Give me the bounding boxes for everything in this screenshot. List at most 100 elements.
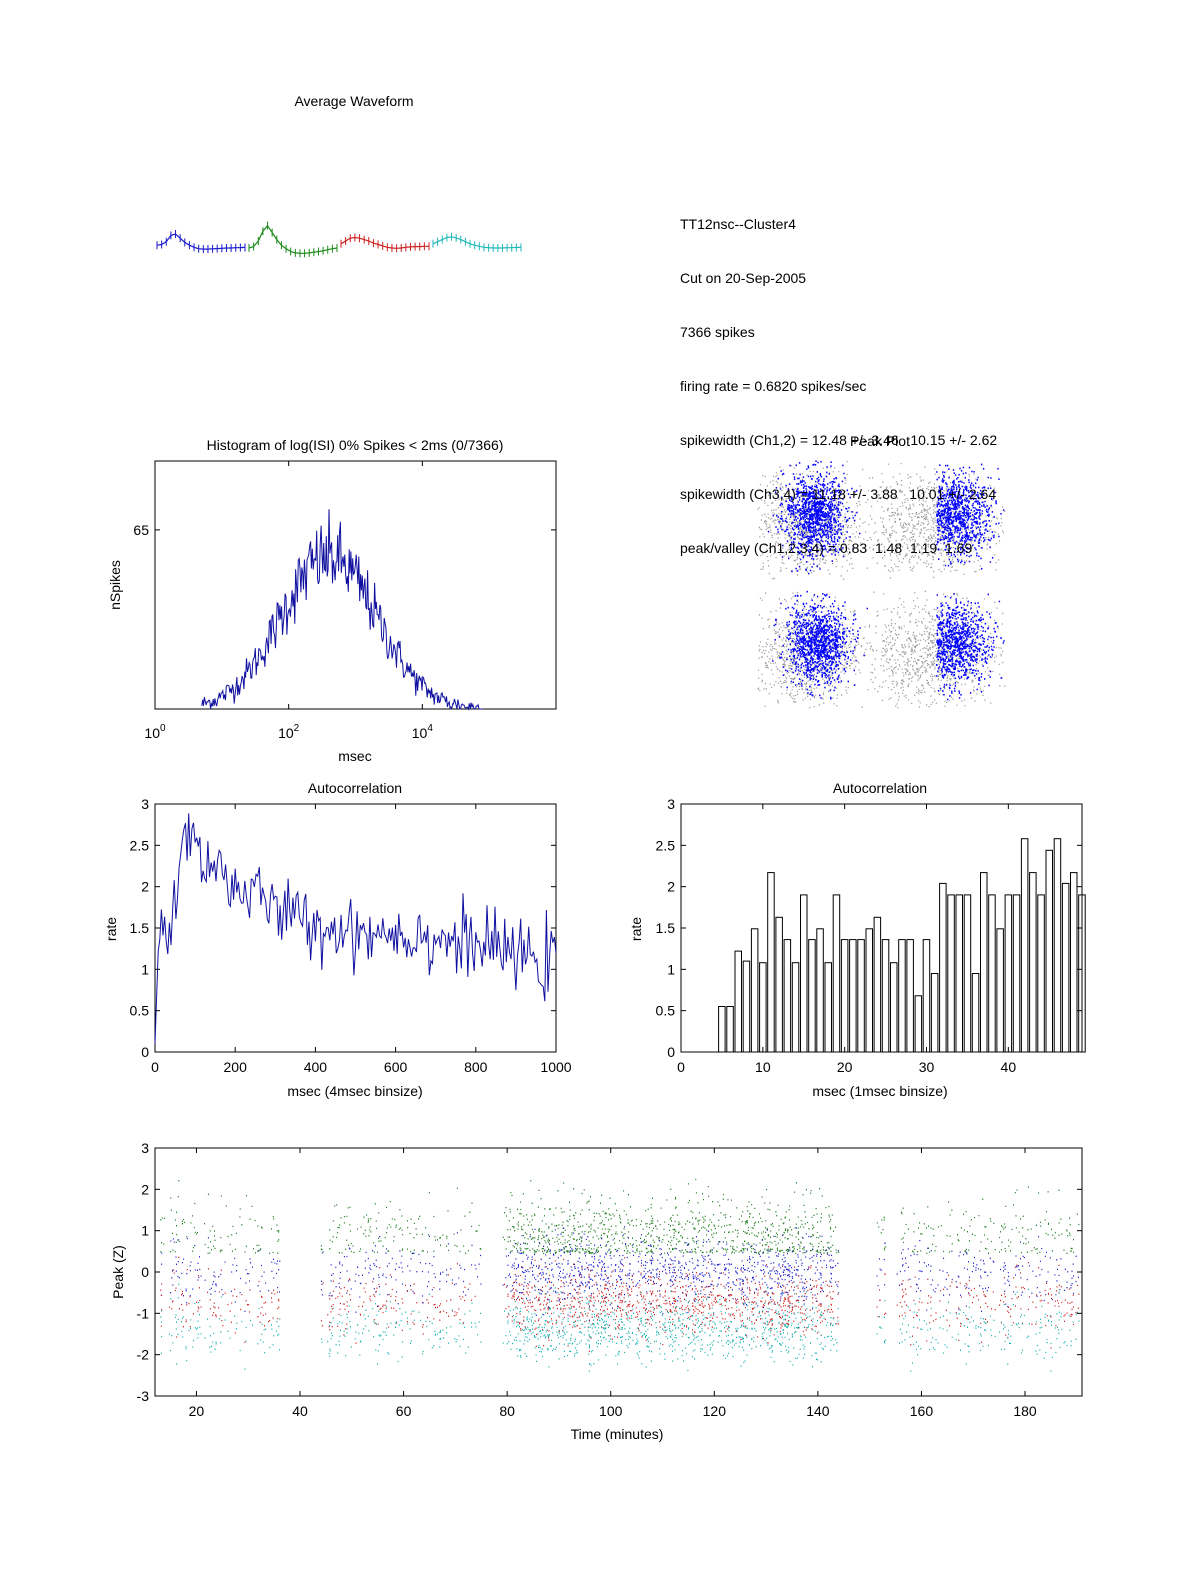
peak-time-ytick-label: 3 xyxy=(141,1140,149,1156)
ac1-ytick-label: 1.5 xyxy=(130,920,150,936)
peak-time-axes xyxy=(154,1147,1083,1397)
isi-series-line xyxy=(201,509,483,711)
peak-plot xyxy=(757,460,1006,709)
ac2-bar xyxy=(1020,838,1029,1053)
peak-time-series-1 xyxy=(160,1178,1080,1255)
peak-time-xtick-label: 100 xyxy=(599,1403,623,1419)
ac2-bar xyxy=(980,872,988,1053)
ac2-bar xyxy=(759,962,767,1053)
peak-plot-title: Peak Plot xyxy=(850,433,910,449)
peak-time-xtick-label: 80 xyxy=(499,1403,515,1419)
waveform-channel-4 xyxy=(432,236,521,249)
ac2-bar xyxy=(1045,849,1053,1053)
waveform-title: Average Waveform xyxy=(294,93,413,109)
ac2-bar xyxy=(1061,882,1070,1053)
ac2-bar xyxy=(800,894,808,1053)
peak-plot-blue-points xyxy=(936,593,1005,701)
cluster-info: TT12nsc--Cluster4 Cut on 20-Sep-2005 736… xyxy=(680,179,997,575)
isi-xlabel: msec xyxy=(338,748,371,764)
ac1-ytick-label: 2.5 xyxy=(130,837,150,853)
ac2-bar xyxy=(1053,838,1062,1053)
isi-axes xyxy=(154,460,557,710)
ac2-bar xyxy=(939,882,947,1053)
ac2-bar xyxy=(947,894,955,1053)
ac2-bar xyxy=(832,894,841,1053)
isi-histogram-plot: 100 102 104 65 xyxy=(133,460,557,741)
peak-time-ytick-label: 1 xyxy=(141,1223,149,1239)
autocorr-4ms-plot: 0 200 400 600 800 1000 0 0.5 1 1.5 2 2.5 3 xyxy=(130,796,572,1075)
peak-time-series-3 xyxy=(160,1246,1080,1352)
peak-plot-panel-2 xyxy=(867,463,1006,579)
peak-plot-gray-points xyxy=(867,463,1006,579)
ac2-bar xyxy=(840,939,849,1053)
ac2-bar xyxy=(824,962,832,1053)
waveform-plot xyxy=(156,221,522,258)
ac2-ytick-label: 0.5 xyxy=(656,1003,676,1019)
peak-time-ytick-label: -1 xyxy=(137,1305,150,1321)
ac2-bar xyxy=(881,939,890,1053)
ac2-ytick-label: 0 xyxy=(667,1044,675,1060)
peak-plot-gray-points xyxy=(867,590,1006,709)
ac2-xtick-label: 40 xyxy=(1001,1059,1017,1075)
peak-time-xtick-label: 120 xyxy=(703,1403,727,1419)
ac2-bar xyxy=(988,894,996,1053)
ac2-bar xyxy=(816,928,824,1053)
ac2-ytick-label: 1 xyxy=(667,961,675,977)
info-spikewidth-ch12: spikewidth (Ch1,2) = 12.48 +/- 3.46 10.1… xyxy=(680,432,998,448)
autocorr-right-ylabel: rate xyxy=(628,917,644,941)
peak-time-ytick-label: -3 xyxy=(137,1388,150,1404)
autocorr-right-xlabel: msec (1msec binsize) xyxy=(812,1083,947,1099)
isi-xtick-label: 104 xyxy=(412,723,434,741)
ac2-bar xyxy=(922,939,931,1053)
isi-ytick-label: 65 xyxy=(133,522,149,538)
peak-plot-panel-3 xyxy=(757,590,868,709)
ac1-xtick-label: 1000 xyxy=(540,1059,571,1075)
ac2-bar xyxy=(971,973,980,1053)
ac2-bar xyxy=(865,928,873,1053)
peak-plot-panel-4 xyxy=(867,590,1006,709)
waveform-channel-2 xyxy=(248,224,338,254)
ac1-ytick-label: 0 xyxy=(141,1044,149,1060)
ac2-bar xyxy=(734,950,742,1053)
peak-time-xlabel: Time (minutes) xyxy=(571,1426,664,1442)
peak-time-ytick-label: -2 xyxy=(137,1347,150,1363)
autocorr-right-title: Autocorrelation xyxy=(833,780,927,796)
peak-time-xtick-label: 180 xyxy=(1013,1403,1037,1419)
ac2-bar xyxy=(742,960,751,1053)
peak-time-xtick-label: 140 xyxy=(806,1403,830,1419)
peak-plot-blue-points xyxy=(772,590,868,700)
peak-time-xtick-label: 60 xyxy=(396,1403,412,1419)
peak-time-plot: 20 40 60 80 100 120 140 160 180 -3 -2 -1 0 1 2 3 xyxy=(137,1140,1083,1419)
ac2-bar xyxy=(873,916,882,1053)
ac2-ytick-label: 3 xyxy=(667,796,675,812)
ac2-ytick-label: 2 xyxy=(667,879,675,895)
info-peak-valley: peak/valley (Ch1,2,3,4) = 0.83 1.48 1.19… xyxy=(680,540,973,556)
ac2-bar xyxy=(1012,894,1021,1053)
ac2-bar xyxy=(849,939,857,1053)
autocorr-left-ylabel: rate xyxy=(103,917,119,941)
ac2-bar xyxy=(996,928,1004,1053)
info-cluster-name: TT12nsc--Cluster4 xyxy=(680,216,796,232)
peak-plot-panel-1 xyxy=(757,460,868,580)
peak-time-xtick-label: 160 xyxy=(910,1403,934,1419)
info-spike-count: 7366 spikes xyxy=(680,324,755,340)
ac2-bar xyxy=(791,962,800,1053)
waveform-channel-3 xyxy=(340,236,429,249)
peak-time-xtick-label: 40 xyxy=(292,1403,308,1419)
ac2-bar xyxy=(898,939,906,1053)
ac1-ytick-label: 3 xyxy=(141,796,149,812)
peak-plot-blue-points xyxy=(767,460,861,575)
ac2-xtick-label: 30 xyxy=(919,1059,935,1075)
ac2-bar xyxy=(726,1006,734,1053)
ac2-bar xyxy=(914,995,923,1053)
ac2-bar xyxy=(890,962,898,1053)
peak-time-series-4 xyxy=(160,1272,1080,1372)
ac1-xtick-label: 400 xyxy=(304,1059,328,1075)
ac2-bar xyxy=(767,872,775,1053)
ac2-bar xyxy=(750,928,759,1053)
autocorr-1ms-plot: 0 10 20 30 40 0 0.5 1 1.5 2 2.5 3 xyxy=(656,796,1086,1075)
info-firing-rate: firing rate = 0.6820 spikes/sec xyxy=(680,378,867,394)
ac1-series-line xyxy=(154,813,557,1044)
ac1-xtick-label: 600 xyxy=(384,1059,408,1075)
